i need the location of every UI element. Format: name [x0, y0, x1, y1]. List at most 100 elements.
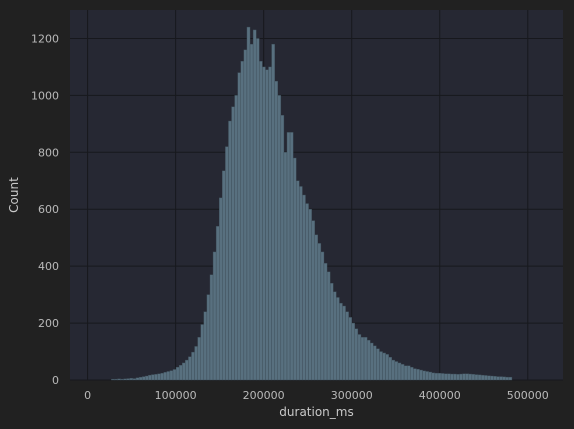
- histogram-bar: [185, 359, 189, 381]
- histogram-bar: [172, 369, 177, 381]
- histogram-bar: [151, 374, 155, 381]
- histogram-bar: [323, 263, 328, 381]
- histogram-bar: [123, 378, 127, 381]
- histogram-bar: [215, 226, 220, 381]
- histogram-bar: [135, 377, 140, 381]
- histogram-bar: [311, 220, 315, 381]
- histogram-bar: [240, 61, 245, 381]
- histogram-bar: [249, 43, 254, 381]
- histogram-bar: [400, 364, 405, 381]
- histogram-bar: [474, 374, 479, 381]
- histogram-bar: [465, 373, 470, 381]
- x-tick-label: 100000: [155, 389, 197, 402]
- x-tick-label: 0: [84, 389, 91, 402]
- histogram-bar: [366, 339, 371, 381]
- histogram-bar: [339, 302, 343, 381]
- histogram-bar: [360, 337, 365, 381]
- histogram-bar: [373, 345, 377, 381]
- histogram-bar: [203, 311, 208, 381]
- histogram-bar: [363, 337, 368, 381]
- histogram-bar: [200, 324, 205, 381]
- histogram-bar: [222, 170, 226, 381]
- histogram-bar: [178, 365, 183, 381]
- histogram-bar: [385, 354, 389, 381]
- histogram-bar: [450, 373, 454, 381]
- histogram-bar: [169, 370, 174, 381]
- histogram-bar: [419, 369, 423, 381]
- histogram-bar: [416, 368, 420, 381]
- histogram-bar: [308, 209, 312, 381]
- histogram-bar: [212, 251, 217, 381]
- x-axis-label: duration_ms: [279, 405, 353, 419]
- histogram-bar: [277, 95, 282, 381]
- y-tick-label: 1000: [31, 89, 59, 102]
- histogram-bar: [447, 373, 451, 381]
- x-tick-label: 200000: [243, 389, 285, 402]
- histogram-bar: [480, 374, 485, 381]
- histogram-bar: [505, 376, 510, 381]
- histogram-bar: [490, 375, 494, 381]
- histogram-bar: [314, 234, 319, 381]
- histogram-bar: [320, 251, 325, 381]
- histogram-bar: [462, 373, 466, 381]
- histogram-bar: [286, 132, 291, 381]
- histogram-bar: [357, 334, 362, 381]
- histogram-bar: [289, 132, 294, 381]
- histogram-bar: [154, 374, 158, 381]
- histogram-bar: [379, 351, 383, 381]
- histogram-bar: [166, 371, 171, 381]
- histogram-bar: [477, 374, 482, 381]
- histogram-bar: [138, 376, 143, 381]
- histogram-bar: [493, 376, 497, 381]
- histogram-bar: [376, 348, 380, 381]
- histogram-bar: [406, 365, 411, 381]
- histogram-bar: [243, 49, 248, 381]
- histogram-bar: [296, 180, 300, 381]
- histogram-bar: [391, 359, 396, 381]
- histogram-bar: [431, 372, 436, 381]
- histogram-bar: [348, 317, 352, 381]
- histogram-bar: [413, 368, 417, 381]
- histogram-bar: [388, 357, 392, 381]
- histogram-bar: [268, 66, 272, 381]
- histogram-bar: [403, 365, 408, 381]
- y-axis-label: Count: [7, 177, 21, 213]
- histogram-bar: [175, 366, 180, 381]
- histogram-bar: [246, 26, 251, 381]
- histogram-bar: [255, 38, 260, 381]
- histogram-bar: [394, 361, 399, 381]
- histogram-bar: [262, 66, 266, 381]
- histogram-bar: [329, 283, 334, 381]
- histogram-bar: [299, 186, 303, 381]
- histogram-bar: [148, 374, 152, 381]
- histogram-bar: [163, 372, 168, 381]
- histogram-bar: [443, 373, 448, 381]
- histogram-bar: [370, 342, 374, 381]
- histogram-bar: [120, 378, 124, 381]
- x-tick-label: 400000: [419, 389, 461, 402]
- histogram-bar: [234, 95, 238, 381]
- histogram-bar: [283, 152, 288, 381]
- histogram-bar: [496, 376, 500, 381]
- histogram-bar: [336, 297, 340, 381]
- histogram-bar: [157, 373, 161, 381]
- histogram-bar: [126, 378, 131, 381]
- histogram-bar: [459, 373, 463, 381]
- bars: [111, 26, 513, 381]
- histogram-bar: [302, 194, 306, 381]
- histogram-bar: [259, 61, 263, 381]
- histogram-bar: [440, 373, 445, 381]
- histogram-bar: [502, 376, 506, 381]
- y-tick-label: 600: [38, 203, 59, 216]
- y-axis-ticks: 0 200 400 600 800 1000 1200: [31, 32, 59, 387]
- histogram-bar: [397, 362, 402, 381]
- histogram-bar: [468, 373, 473, 381]
- histogram-bar: [129, 378, 134, 381]
- histogram-bar: [434, 372, 439, 381]
- histogram-bar: [219, 197, 223, 381]
- histogram-bar: [117, 378, 121, 381]
- histogram-bar: [160, 372, 164, 381]
- histogram-bar: [274, 80, 278, 381]
- histogram-bar: [351, 322, 355, 381]
